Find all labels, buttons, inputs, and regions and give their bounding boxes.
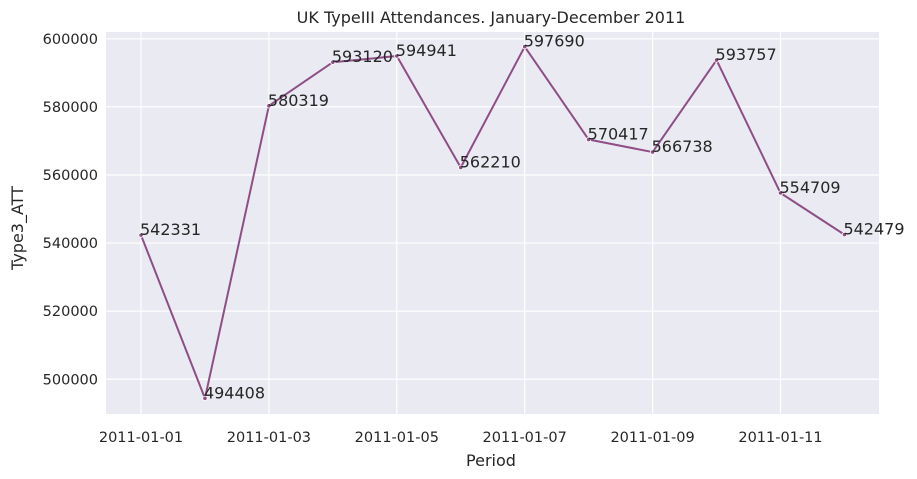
data-label: 593757 <box>716 45 777 64</box>
data-label: 593120 <box>332 47 393 66</box>
series-line <box>140 45 845 400</box>
chart-title: UK TypeIII Attendances. January-December… <box>297 8 686 27</box>
plot-area <box>106 32 879 414</box>
x-tick-label: 2011-01-09 <box>610 430 694 446</box>
data-label: 562210 <box>460 152 521 171</box>
y-tick-label: 540000 <box>43 236 98 252</box>
y-tick-label: 520000 <box>43 304 98 320</box>
data-labels: 542331 494408 580319 593120 594941 562210 5976… <box>140 32 905 403</box>
data-point <box>138 232 144 238</box>
data-label: 597690 <box>524 32 585 51</box>
data-point <box>713 57 720 63</box>
y-tick-label: 500000 <box>43 372 98 388</box>
data-label: 580319 <box>268 91 329 110</box>
y-tick-label: 600000 <box>43 32 98 48</box>
y-tick-label: 560000 <box>43 168 98 184</box>
data-label: 554709 <box>780 178 841 197</box>
x-tick-label: 2011-01-07 <box>483 430 567 446</box>
data-label: 594941 <box>396 41 457 60</box>
x-gridlines <box>140 32 782 414</box>
data-label: 494408 <box>204 383 265 402</box>
x-tick-labels: 2011-01-01 2011-01-03 2011-01-05 2011-01-07… <box>99 430 823 446</box>
data-point <box>649 149 656 155</box>
x-tick-label: 2011-01-03 <box>227 430 311 446</box>
data-point <box>202 395 208 401</box>
data-point <box>841 232 848 238</box>
data-point <box>458 164 464 171</box>
data-point <box>522 44 528 50</box>
data-point <box>394 53 400 59</box>
data-label: 570417 <box>588 125 649 144</box>
x-axis-label: Period <box>466 451 516 470</box>
y-tick-label: 580000 <box>43 100 98 116</box>
y-axis-label: Type3_ATT <box>8 186 28 271</box>
data-label: 542479 <box>843 220 904 239</box>
x-tick-label: 2011-01-05 <box>355 430 439 446</box>
data-label: 566738 <box>652 137 713 156</box>
data-label: 542331 <box>140 220 201 239</box>
data-point <box>586 136 592 143</box>
x-tick-label: 2011-01-11 <box>738 430 822 446</box>
data-point <box>777 190 784 196</box>
data-point <box>330 59 336 65</box>
data-points <box>138 44 848 401</box>
x-tick-label: 2011-01-01 <box>99 430 183 446</box>
data-point <box>266 103 272 109</box>
y-tick-labels: 500000 520000 540000 560000 580000 600000 <box>43 32 98 388</box>
